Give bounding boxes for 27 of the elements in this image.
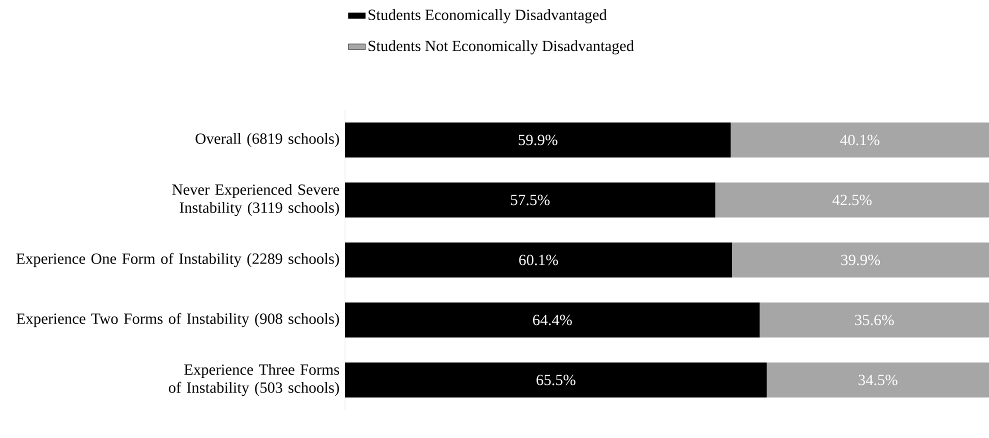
y-tick-label: Overall (6819 schools) [196,132,339,148]
data-label: 35.6% [855,314,894,326]
bar [345,362,767,398]
legend-label: Students Not Economically Disadvantaged [368,40,634,54]
legend-label: Students Economically Disadvantaged [368,9,607,24]
data-label: 59.9% [518,134,558,146]
data-label: 64.4% [533,314,572,326]
bar [760,302,989,338]
y-tick-label: Never Experienced Severe Instability (3119 schools) [172,184,340,216]
bar [715,182,989,218]
y-tick-label: Experience One Form of Instability (2289 schools) [16,252,339,268]
data-label: 39.9% [841,254,880,266]
bar [732,242,989,278]
bar [345,122,731,158]
data-label: 34.5% [858,374,898,386]
bar [345,302,760,338]
y-tick-label: Experience Three Forms of Instability (503 schools) [168,364,340,396]
data-label: 57.5% [511,194,550,206]
bar [345,182,716,218]
bar [345,242,732,278]
data-label: 60.1% [519,254,558,266]
data-label: 42.5% [832,194,872,206]
bar [730,122,989,158]
bar [766,362,989,398]
data-label: 65.5% [536,374,576,386]
data-label: 40.1% [840,134,880,146]
y-tick-label: Experience Two Forms of Instability (908 schools) [16,312,339,328]
